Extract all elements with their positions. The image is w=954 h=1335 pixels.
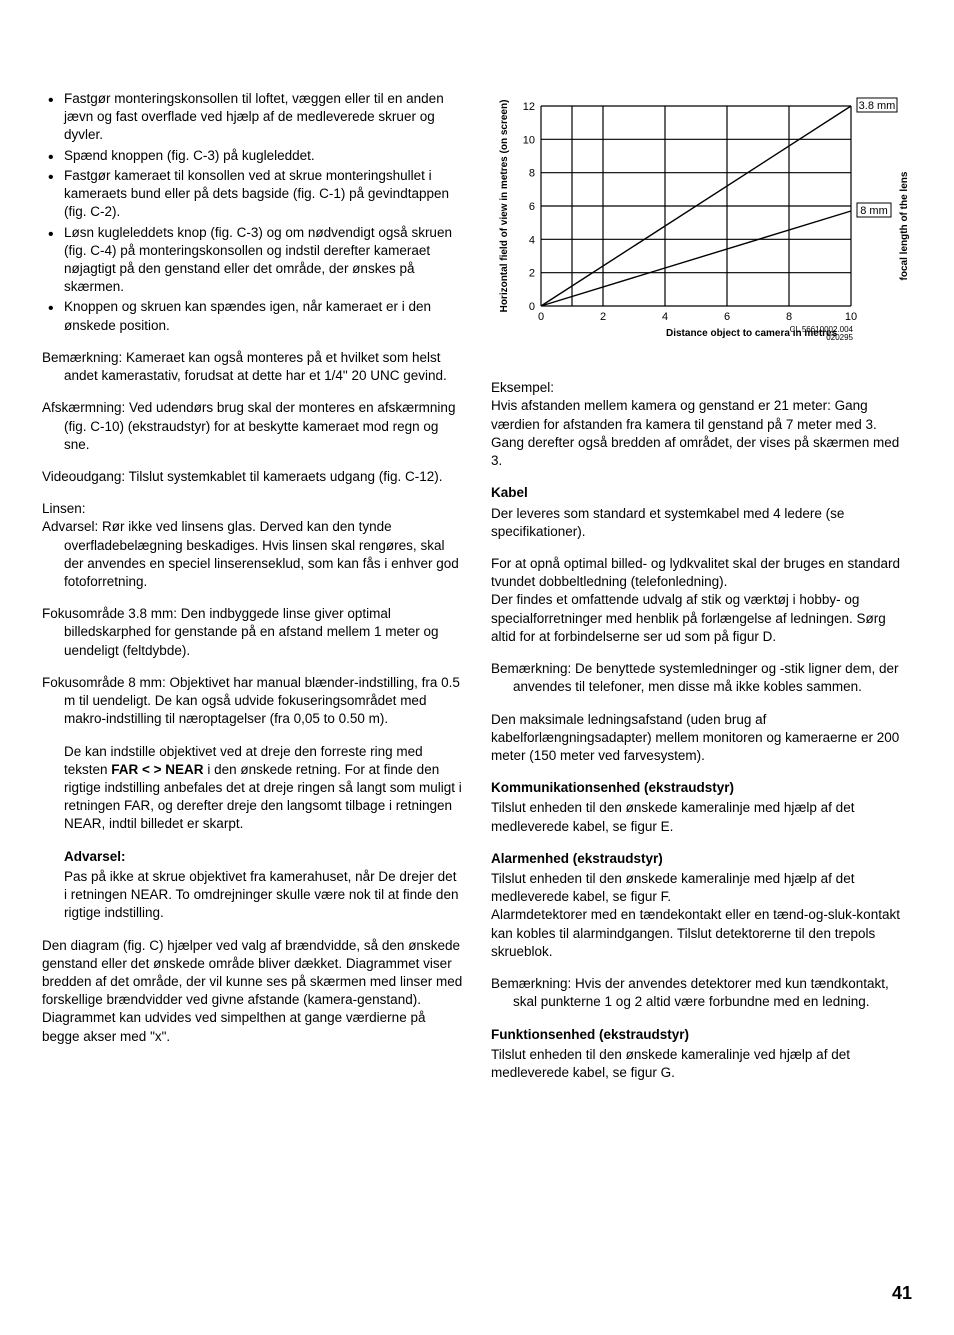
list-item: Knoppen og skruen kan spændes igen, når … [42, 298, 463, 334]
install-bullet-list: Fastgør monteringskonsollen til loftet, … [42, 90, 463, 335]
svg-text:8: 8 [786, 311, 792, 323]
svg-text:3.8 mm: 3.8 mm [859, 100, 896, 112]
svg-text:10: 10 [845, 311, 857, 323]
alarm-p2: Alarmdetektorer med en tændekontakt elle… [491, 906, 912, 961]
cable-note: Bemærkning: De benyttede systemledninger… [491, 660, 912, 696]
lens-heading: Linsen: [42, 500, 463, 518]
note-text: Kameraet kan også monteres på et hvilket… [64, 350, 447, 383]
cable-head: Kabel [491, 484, 912, 502]
svg-text:0: 0 [538, 311, 544, 323]
diagram-para: Den diagram (fig. C) hjælper ved valg af… [42, 937, 463, 1046]
list-item: Løsn kugleleddets knop (fig. C-3) og om … [42, 224, 463, 297]
example-block: Eksempel: Hvis afstanden mellem kamera o… [491, 379, 912, 470]
cable-p1: Der leveres som standard et systemkabel … [491, 505, 912, 541]
shielding-label: Afskærmning: [42, 400, 125, 415]
alarm-p1: Tilslut enheden til den ønskede kamerali… [491, 870, 912, 906]
func-head: Funktionsenhed (ekstraudstyr) [491, 1026, 912, 1044]
svg-text:4: 4 [529, 234, 535, 246]
svg-text:6: 6 [724, 311, 730, 323]
cable-p2b: Der findes et omfattende udvalg af stik … [491, 591, 912, 646]
alarm-note: Bemærkning: Hvis der anvendes detektorer… [491, 975, 912, 1011]
farnear-para: De kan indstille objektivet ved at dreje… [42, 743, 463, 834]
warning2-head: Advarsel: [64, 848, 463, 866]
svg-text:Horizontal field of view in me: Horizontal field of view in metres (on s… [499, 100, 510, 313]
fov-chart: 02468100246810123.8 mm8 mmDistance objec… [491, 96, 912, 361]
page-number: 41 [892, 1281, 912, 1305]
right-column: 02468100246810123.8 mm8 mmDistance objec… [491, 90, 912, 1096]
svg-text:10: 10 [523, 134, 535, 146]
example-head: Eksempel: [491, 379, 912, 397]
cable-note-text: De benyttede systemledninger og -stik li… [513, 661, 898, 694]
focus8-para: Fokusområde 8 mm: Objektivet har manual … [42, 674, 463, 729]
comm-text: Tilslut enheden til den ønskede kamerali… [491, 799, 912, 835]
svg-text:12: 12 [523, 101, 535, 113]
cable-note-label: Bemærkning: [491, 661, 571, 676]
comm-head: Kommunikationsenhed (ekstraudstyr) [491, 779, 912, 797]
func-text: Tilslut enheden til den ønskede kamerali… [491, 1046, 912, 1082]
svg-text:focal length of the lens: focal length of the lens [899, 171, 910, 280]
svg-text:8: 8 [529, 168, 535, 180]
warning2-block: Advarsel: Pas på ikke at skrue objektive… [42, 848, 463, 923]
focus38-para: Fokusområde 3.8 mm: Den indbyggede linse… [42, 605, 463, 660]
svg-text:020295: 020295 [826, 333, 853, 342]
lens-warning: Advarsel: Rør ikke ved linsens glas. Der… [42, 518, 463, 591]
left-column: Fastgør monteringskonsollen til loftet, … [42, 90, 463, 1096]
farnear-bold: FAR < > NEAR [111, 762, 203, 777]
cable-p2a: For at opnå optimal billed- og lydkvalit… [491, 555, 912, 591]
focus8-label: Fokusområde 8 mm: [42, 675, 166, 690]
svg-text:0: 0 [529, 301, 535, 313]
videoout-label: Videoudgang: [42, 469, 125, 484]
videoout-para: Videoudgang: Tilslut systemkablet til ka… [42, 468, 463, 486]
svg-text:2: 2 [600, 311, 606, 323]
alarm-block: Tilslut enheden til den ønskede kamerali… [491, 870, 912, 961]
cable-p2: For at opnå optimal billed- og lydkvalit… [491, 555, 912, 646]
fov-chart-svg: 02468100246810123.8 mm8 mmDistance objec… [491, 96, 911, 356]
alarm-note-label: Bemærkning: [491, 976, 571, 991]
videoout-text: Tilslut systemkablet til kameraets udgan… [125, 469, 442, 484]
svg-text:8 mm: 8 mm [860, 205, 888, 217]
note-mounting: Bemærkning: Kameraet kan også monteres p… [42, 349, 463, 385]
cable-p3: Den maksimale ledningsafstand (uden brug… [491, 711, 912, 766]
list-item: Fastgør kameraet til konsollen ved at sk… [42, 167, 463, 222]
list-item: Spænd knoppen (fig. C-3) på kugleleddet. [42, 147, 463, 165]
note-label: Bemærkning: [42, 350, 122, 365]
shielding-para: Afskærmning: Ved udendørs brug skal der … [42, 399, 463, 454]
alarm-head: Alarmenhed (ekstraudstyr) [491, 850, 912, 868]
lens-warning-text: Rør ikke ved linsens glas. Derved kan de… [64, 519, 459, 589]
lens-warning-label: Advarsel: [42, 519, 98, 534]
list-item: Fastgør monteringskonsollen til loftet, … [42, 90, 463, 145]
focus38-label: Fokusområde 3.8 mm: [42, 606, 177, 621]
lens-section: Linsen: Advarsel: Rør ikke ved linsens g… [42, 500, 463, 591]
svg-text:6: 6 [529, 201, 535, 213]
svg-text:4: 4 [662, 311, 668, 323]
example-text: Hvis afstanden mellem kamera og genstand… [491, 397, 912, 470]
page-columns: Fastgør monteringskonsollen til loftet, … [42, 90, 912, 1096]
svg-text:2: 2 [529, 268, 535, 280]
warning2-text: Pas på ikke at skrue objektivet fra kame… [64, 868, 463, 923]
